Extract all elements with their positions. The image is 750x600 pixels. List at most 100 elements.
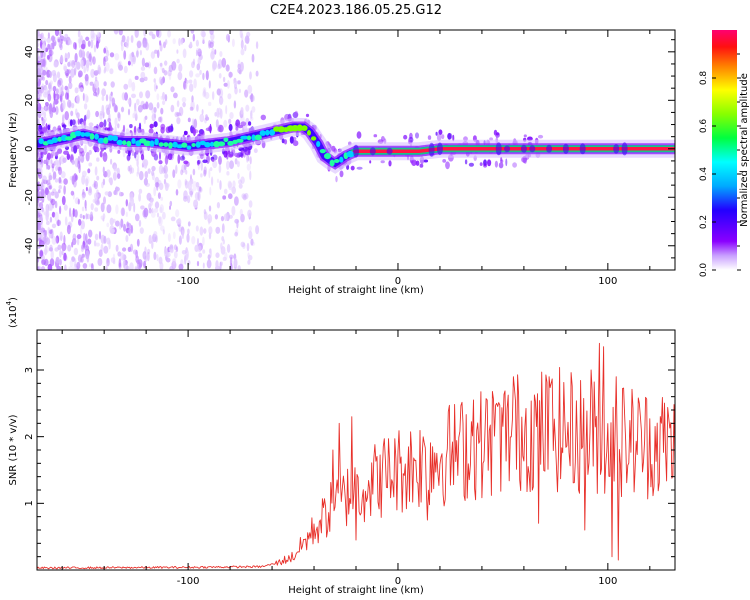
noise-speck: [193, 199, 199, 208]
noise-speck: [73, 145, 78, 154]
noise-speck: [127, 246, 132, 252]
spectrogram-ylabel: Frequency (Hz): [8, 112, 19, 188]
noise-speck: [88, 122, 94, 127]
noise-speck: [79, 213, 83, 219]
noise-speck: [468, 162, 474, 167]
ridge-blob: [316, 141, 321, 147]
y-tick-label: 3: [24, 367, 35, 373]
noise-speck: [112, 253, 116, 262]
noise-speck: [178, 263, 184, 270]
noise-speck: [63, 252, 67, 261]
ridge-blob: [346, 150, 355, 158]
noise-speck: [153, 107, 157, 113]
noise-speck: [55, 235, 60, 244]
noise-speck: [232, 180, 236, 189]
noise-speck: [207, 254, 211, 260]
noise-speck: [48, 184, 53, 190]
noise-speck: [196, 261, 200, 267]
noise-speck: [158, 256, 163, 265]
noise-speck: [69, 259, 74, 267]
noise-speck: [105, 265, 108, 270]
noise-speck: [123, 262, 129, 270]
noise-speck: [80, 226, 83, 235]
noise-speck: [202, 87, 207, 95]
noise-speck: [63, 204, 68, 211]
noise-speck: [101, 95, 105, 101]
noise-speck: [71, 119, 76, 126]
noise-speck: [37, 250, 40, 255]
noise-speck: [140, 153, 145, 161]
noise-speck: [160, 225, 165, 232]
noise-speck: [495, 132, 500, 136]
noise-speck: [63, 65, 68, 72]
noise-speck: [136, 40, 142, 49]
noise-speck: [221, 236, 225, 242]
noise-speck: [44, 86, 48, 96]
noise-speck: [240, 213, 245, 223]
noise-speck: [57, 148, 63, 154]
ridge-blob: [163, 142, 169, 148]
noise-speck: [136, 98, 140, 106]
noise-speck: [49, 80, 53, 85]
y-tick-label: 40: [24, 45, 35, 58]
noise-speck: [125, 211, 128, 217]
noise-speck: [201, 109, 204, 115]
noise-speck: [81, 244, 85, 250]
noise-speck: [177, 71, 183, 81]
noise-speck: [215, 119, 219, 128]
noise-speck: [487, 159, 492, 167]
noise-speck: [52, 40, 55, 50]
noise-speck: [224, 252, 228, 261]
noise-speck: [106, 237, 111, 245]
noise-speck: [140, 66, 146, 71]
noise-speck: [85, 176, 90, 184]
ridge-blob: [546, 144, 553, 153]
noise-speck: [441, 134, 445, 140]
noise-speck: [37, 197, 40, 203]
noise-speck: [147, 168, 151, 175]
noise-speck: [202, 72, 205, 81]
snr-xlabel: Height of straight line (km): [288, 585, 424, 596]
noise-speck: [120, 207, 126, 217]
ridge-blob: [339, 156, 344, 163]
noise-speck: [234, 218, 240, 224]
colorbar-tick-label: 0.2: [699, 215, 709, 229]
noise-speck: [101, 88, 106, 97]
ridge-blob: [369, 147, 376, 156]
x-tick-label: 100: [598, 576, 617, 587]
noise-speck: [56, 219, 62, 226]
noise-speck: [178, 106, 184, 117]
noise-speck: [47, 93, 52, 102]
noise-speck: [81, 194, 85, 200]
noise-speck: [185, 249, 190, 259]
noise-speck: [46, 37, 51, 43]
noise-speck: [84, 199, 87, 209]
ridge-blob: [333, 159, 340, 163]
ridge-blob: [301, 125, 308, 131]
noise-speck: [442, 159, 447, 163]
noise-speck: [87, 168, 91, 174]
noise-speck: [147, 248, 151, 255]
noise-speck: [140, 205, 145, 210]
noise-speck: [91, 263, 94, 269]
noise-speck: [125, 199, 128, 207]
noise-speck: [208, 101, 212, 107]
noise-speck: [106, 107, 111, 115]
noise-speck: [164, 173, 169, 179]
noise-speck: [255, 70, 259, 77]
noise-speck: [71, 256, 75, 262]
noise-speck: [54, 30, 60, 37]
ridge-blob: [310, 136, 317, 141]
noise-speck: [93, 240, 97, 247]
noise-speck: [217, 107, 222, 115]
noise-speck: [54, 178, 59, 183]
noise-speck: [134, 151, 137, 159]
noise-speck: [43, 159, 47, 164]
noise-speck: [68, 39, 73, 45]
colorbar: 0.0 0.2 0.4 0.6 0.8 Normalized spectral ampl…: [699, 30, 750, 277]
noise-speck: [127, 165, 131, 172]
noise-speck: [52, 126, 57, 132]
noise-speck: [58, 39, 63, 49]
noise-speck: [175, 246, 179, 253]
noise-speck: [498, 162, 504, 169]
